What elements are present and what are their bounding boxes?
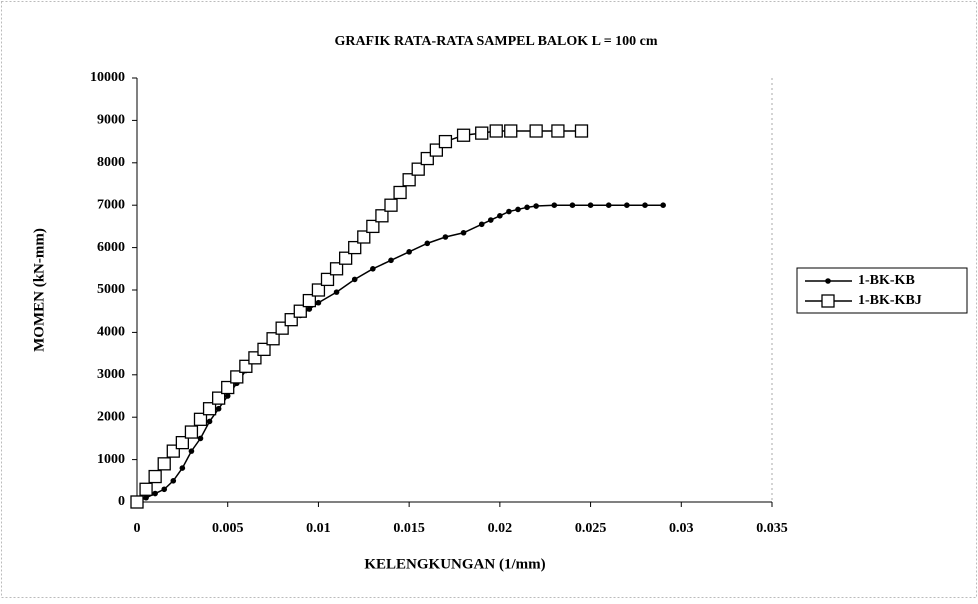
data-point (230, 370, 244, 384)
data-point (366, 219, 380, 234)
data-point (393, 185, 407, 200)
series-line (136, 130, 582, 503)
x-tick-label: 0.035 (756, 521, 788, 536)
data-point (320, 272, 335, 287)
x-tick-label: 0.01 (306, 521, 331, 536)
data-point (266, 332, 280, 346)
data-point (624, 202, 630, 208)
data-point (257, 342, 271, 357)
data-point (302, 293, 317, 308)
data-point (438, 134, 453, 149)
data-point (175, 435, 190, 450)
y-tick-label: 7000 (97, 197, 125, 212)
data-point (170, 478, 177, 484)
data-point (388, 257, 394, 264)
data-point (357, 230, 371, 244)
data-point (221, 380, 235, 395)
data-point (660, 202, 666, 208)
data-point (351, 276, 358, 283)
data-point (506, 208, 512, 215)
y-tick-label: 6000 (97, 240, 125, 255)
data-point (370, 266, 376, 272)
legend-label: 1-BK-KBJ (858, 293, 922, 308)
data-point (529, 124, 543, 138)
data-point (161, 486, 168, 493)
y-tick-label: 1000 (97, 452, 125, 467)
x-axis-title: KELENGKUNGAN (1/mm) (364, 556, 545, 572)
y-tick-label: 9000 (97, 113, 125, 128)
data-point (315, 299, 322, 306)
data-point (551, 202, 558, 208)
x-tick-label: 0.015 (393, 521, 425, 536)
y-tick-label: 0 (118, 494, 125, 509)
data-point (130, 495, 144, 509)
data-point (338, 251, 353, 265)
data-point (515, 206, 521, 213)
data-point (157, 457, 171, 471)
y-tick-label: 10000 (90, 70, 125, 85)
data-point (311, 283, 326, 297)
data-point (504, 124, 518, 138)
data-point (411, 162, 425, 176)
y-tick-label: 5000 (97, 282, 125, 297)
y-tick-label: 2000 (97, 409, 125, 424)
data-point (605, 202, 612, 208)
data-point (193, 412, 208, 426)
data-point (211, 391, 226, 405)
data-point (179, 465, 186, 471)
data-point (402, 173, 416, 187)
data-point (188, 448, 195, 454)
data-point (197, 435, 204, 442)
y-axis-title: MOMEN (kN-mm) (31, 228, 47, 352)
data-point (329, 262, 344, 276)
x-tick-label: 0.005 (212, 521, 244, 536)
data-point (487, 217, 494, 223)
data-point (184, 425, 199, 439)
data-point (642, 202, 648, 208)
data-point (533, 203, 539, 209)
y-tick-label: 8000 (97, 155, 125, 170)
data-point (574, 124, 589, 138)
data-point (460, 229, 467, 236)
chart-title: GRAFIK RATA-RATA SAMPEL BALOK L = 100 cm (334, 34, 657, 49)
x-tick-label: 0.03 (669, 521, 694, 536)
data-point (215, 405, 222, 412)
data-point (478, 221, 485, 228)
legend-marker (825, 278, 831, 284)
data-point (143, 494, 149, 501)
data-point (475, 126, 489, 140)
data-point (224, 393, 231, 399)
data-point (152, 490, 158, 497)
x-tick-label: 0 (134, 521, 141, 536)
data-point (148, 469, 162, 484)
x-tick-label: 0.02 (488, 521, 513, 536)
data-point (206, 418, 213, 425)
data-point (348, 240, 362, 255)
data-point (202, 402, 217, 416)
y-tick-label: 4000 (97, 325, 125, 340)
data-point (456, 128, 471, 142)
data-point (524, 204, 530, 211)
series-line (136, 204, 664, 503)
data-point (569, 202, 576, 208)
data-point (306, 306, 313, 312)
data-point (333, 289, 340, 295)
data-point (497, 213, 503, 219)
data-point (551, 124, 565, 138)
x-tick-label: 0.025 (575, 521, 607, 536)
data-point (587, 202, 594, 208)
data-point (384, 198, 398, 212)
legend-marker (821, 294, 835, 308)
data-point (406, 249, 412, 255)
data-point (442, 234, 449, 240)
legend-label: 1-BK-KB (858, 273, 915, 288)
y-tick-label: 3000 (97, 367, 125, 382)
data-point (139, 482, 153, 496)
data-point (424, 240, 431, 247)
data-point (375, 209, 389, 223)
data-point (489, 124, 503, 138)
data-point (293, 304, 307, 318)
